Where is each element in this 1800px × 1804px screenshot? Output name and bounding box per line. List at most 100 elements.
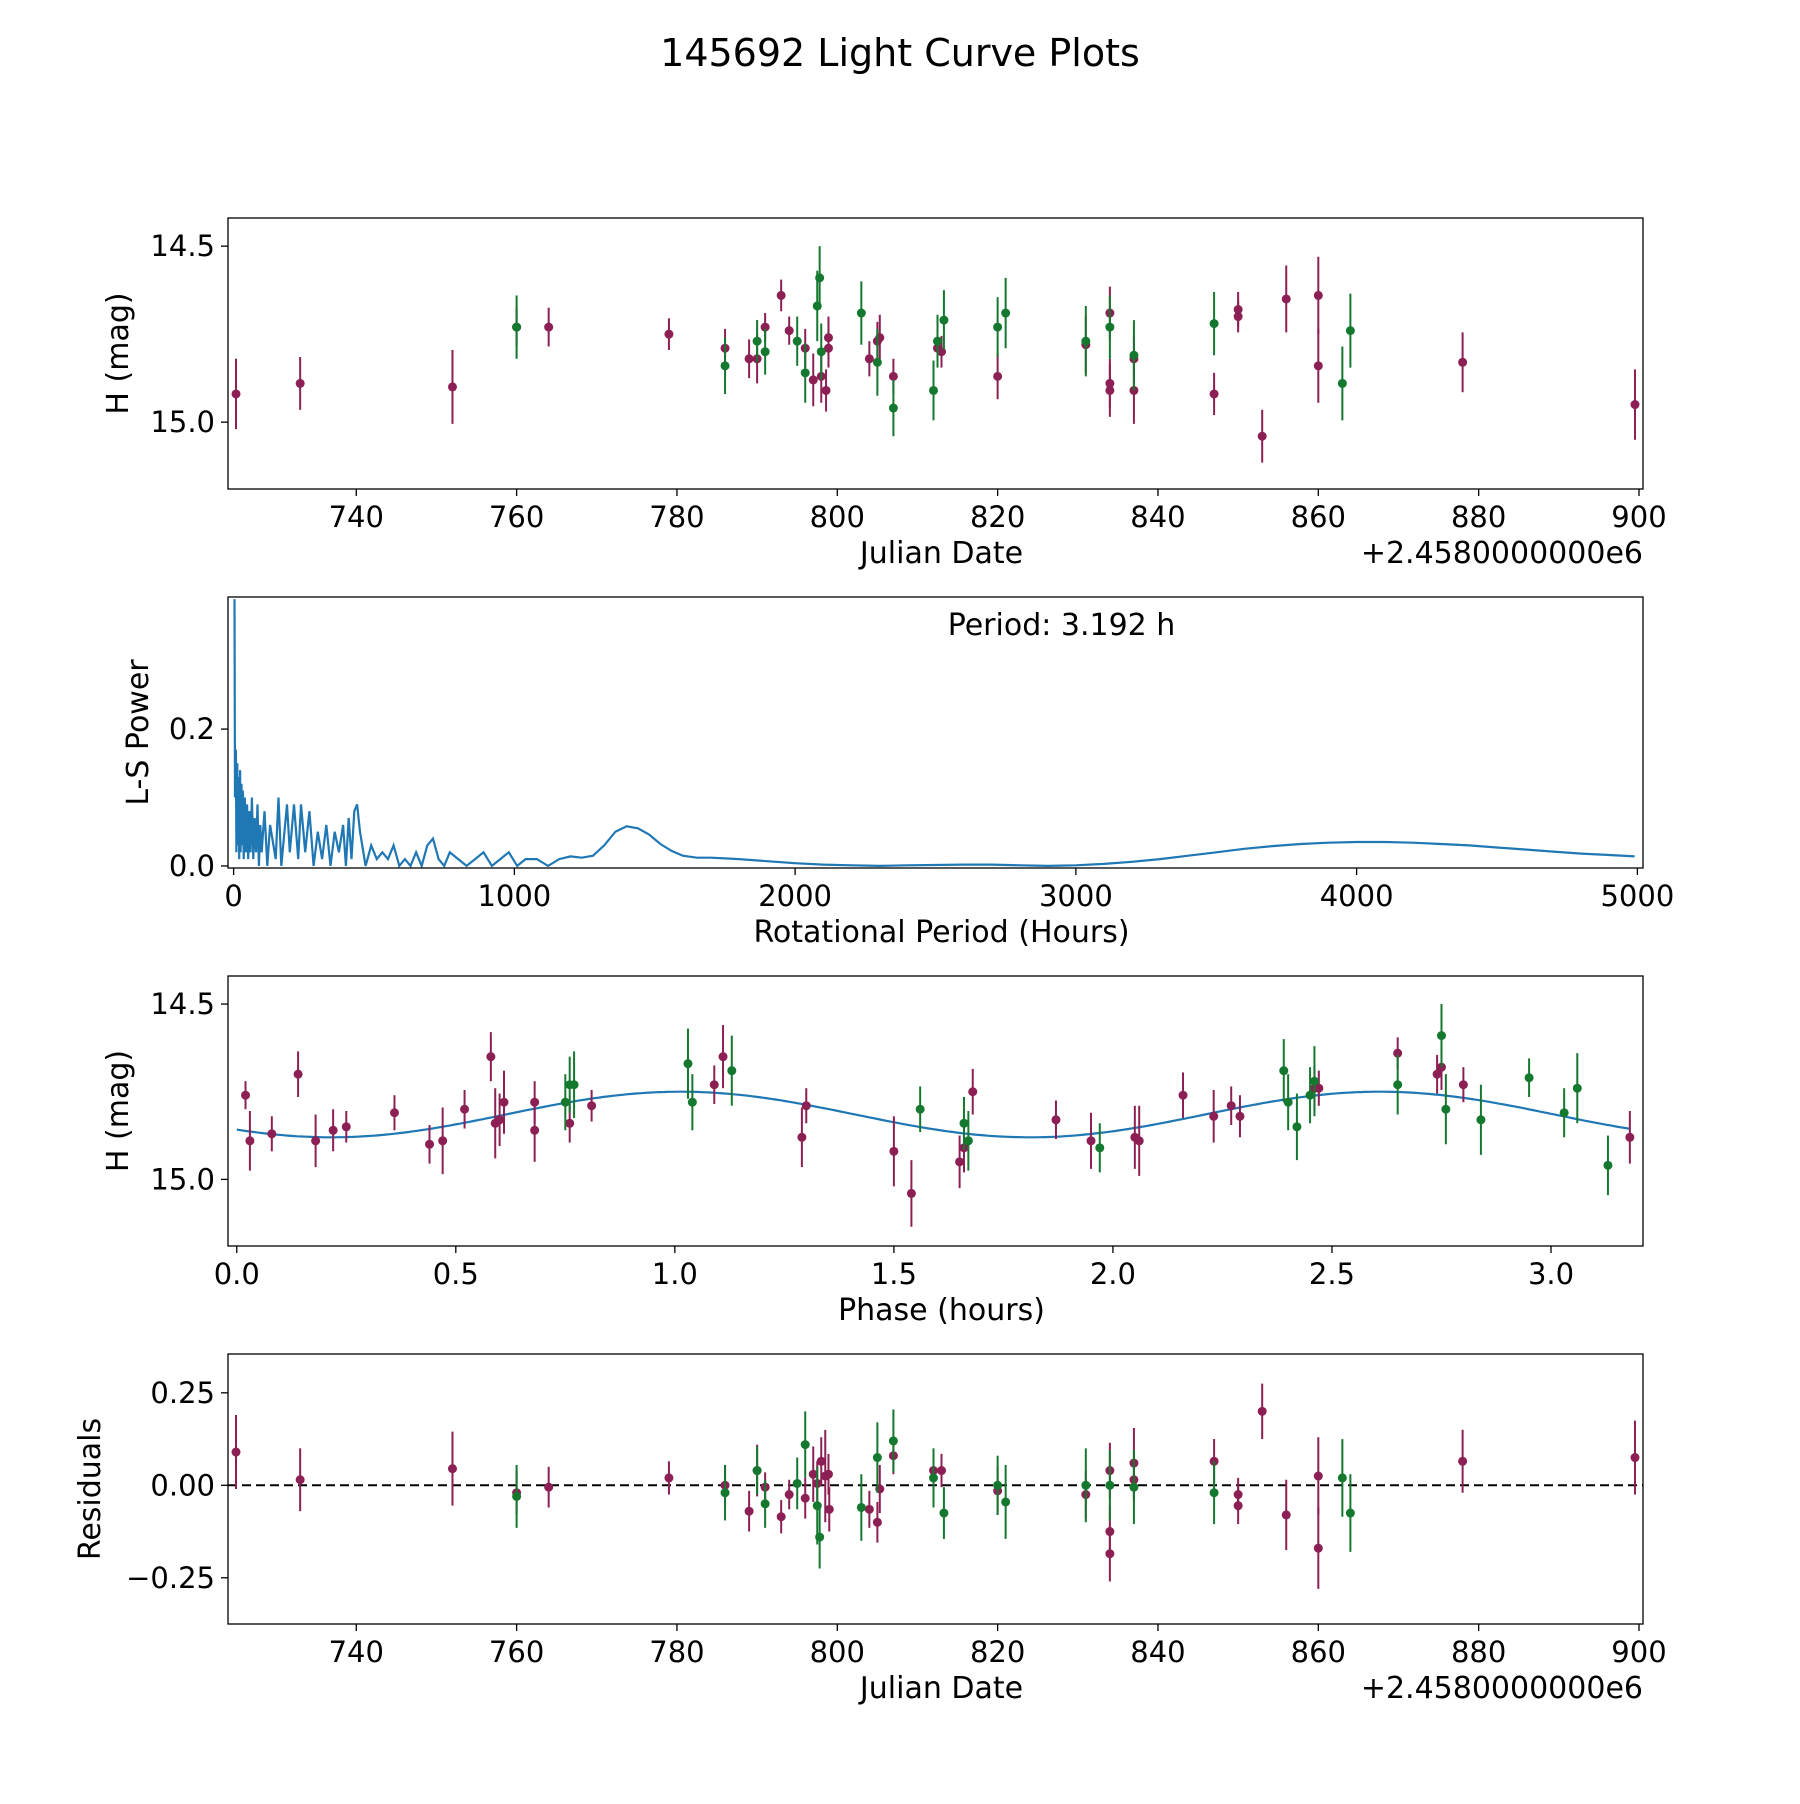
x-tick-label: 1.0 <box>652 1257 698 1291</box>
data-point <box>815 1532 825 1542</box>
data-point <box>792 336 802 346</box>
data-point <box>1524 1073 1534 1083</box>
data-point <box>928 1473 938 1483</box>
x-tick-label: 5000 <box>1600 879 1674 913</box>
data-point <box>1313 1543 1323 1553</box>
y-tick-label: −0.25 <box>126 1561 215 1595</box>
y-tick-label: 0.00 <box>150 1468 215 1502</box>
x-tick-label: 2.5 <box>1309 1257 1355 1291</box>
data-point <box>968 1087 978 1097</box>
data-point <box>800 1440 810 1450</box>
data-point <box>784 326 794 336</box>
x-tick-label: 820 <box>970 500 1025 534</box>
x-tick-label: 1000 <box>477 879 551 913</box>
data-point <box>1226 1101 1236 1111</box>
x-tick-label: 4000 <box>1320 879 1394 913</box>
x-offset-label: +2.4580000000e6 <box>1361 1671 1643 1706</box>
data-point <box>1476 1115 1486 1125</box>
data-point <box>1625 1132 1635 1142</box>
data-point <box>937 1466 947 1476</box>
axes-frame <box>227 596 1644 869</box>
data-point <box>1001 308 1011 318</box>
data-point <box>1095 1143 1105 1153</box>
data-point <box>1337 1473 1347 1483</box>
data-point <box>560 1097 570 1107</box>
data-point <box>1257 1406 1267 1416</box>
data-point <box>856 1502 866 1512</box>
x-tick-label: 780 <box>649 500 704 534</box>
data-point <box>544 322 554 332</box>
data-point <box>1086 1136 1096 1146</box>
x-tick-label: 760 <box>489 1635 544 1669</box>
data-point <box>1105 1549 1115 1559</box>
data-point <box>267 1129 277 1139</box>
data-point <box>1051 1115 1061 1125</box>
y-tick-label: 15.0 <box>150 1162 215 1196</box>
data-point <box>512 322 522 332</box>
data-point <box>815 273 825 283</box>
data-point <box>801 1101 811 1111</box>
data-point <box>752 336 762 346</box>
data-point <box>1281 294 1291 304</box>
x-axis-label: Phase (hours) <box>838 1293 1045 1328</box>
x-tick-label: 3000 <box>1039 879 1113 913</box>
figure-title: 145692 Light Curve Plots <box>660 31 1140 75</box>
data-point <box>1129 1482 1139 1492</box>
data-point <box>1279 1066 1289 1076</box>
axes-frame <box>227 217 1644 490</box>
data-point <box>933 336 943 346</box>
data-point <box>993 322 1003 332</box>
data-point <box>720 361 730 371</box>
plot-area-lightcurve <box>231 246 1640 463</box>
data-point <box>872 1517 882 1527</box>
data-point <box>776 290 786 300</box>
data-point <box>1235 1111 1245 1121</box>
x-tick-label: 760 <box>489 500 544 534</box>
axes-frame <box>227 1353 1644 1625</box>
data-point <box>499 1097 509 1107</box>
data-point <box>760 322 770 332</box>
data-point <box>447 1464 457 1474</box>
data-point <box>389 1108 399 1118</box>
data-point <box>872 1453 882 1463</box>
y-tick-label: 14.5 <box>150 229 215 263</box>
x-offset-label: +2.4580000000e6 <box>1361 536 1643 571</box>
x-tick-label: 840 <box>1130 500 1185 534</box>
data-point <box>709 1080 719 1090</box>
data-point <box>888 1436 898 1446</box>
y-axis-label: H (mag) <box>101 292 136 414</box>
data-point <box>808 1469 818 1479</box>
data-point <box>1314 1083 1324 1093</box>
data-point <box>939 315 949 325</box>
x-tick-label: 900 <box>1611 1635 1666 1669</box>
x-tick-label: 740 <box>329 500 384 534</box>
data-point <box>1081 1480 1091 1490</box>
data-point <box>816 347 826 357</box>
data-point <box>1081 336 1091 346</box>
data-point <box>1209 389 1219 399</box>
x-tick-label: 880 <box>1451 500 1506 534</box>
data-point <box>1281 1510 1291 1520</box>
data-point <box>544 1482 554 1492</box>
x-tick-label: 0.0 <box>214 1257 260 1291</box>
data-point <box>856 308 866 318</box>
data-point <box>1292 1122 1302 1132</box>
data-point <box>727 1066 737 1076</box>
y-tick-label: 0.0 <box>169 849 215 883</box>
y-tick-label: 0.25 <box>150 1376 215 1410</box>
data-point <box>1313 361 1323 371</box>
x-tick-label: 800 <box>810 1635 865 1669</box>
data-point <box>1393 1048 1403 1058</box>
data-point <box>1345 1508 1355 1518</box>
data-point <box>231 1447 241 1457</box>
panel-phased: 0.0 0.5 1.0 1.5 2.0 2.5 3.0 15.0 14.5 Phase (hour… <box>101 975 1644 1328</box>
y-axis-label: L-S Power <box>121 659 156 806</box>
x-axis-label: Julian Date <box>858 536 1023 571</box>
x-axis-label: Julian Date <box>858 1671 1023 1706</box>
data-point <box>231 389 241 399</box>
data-point <box>295 378 305 388</box>
data-point <box>1432 1069 1442 1079</box>
data-point <box>1630 1453 1640 1463</box>
data-point <box>816 1456 826 1466</box>
